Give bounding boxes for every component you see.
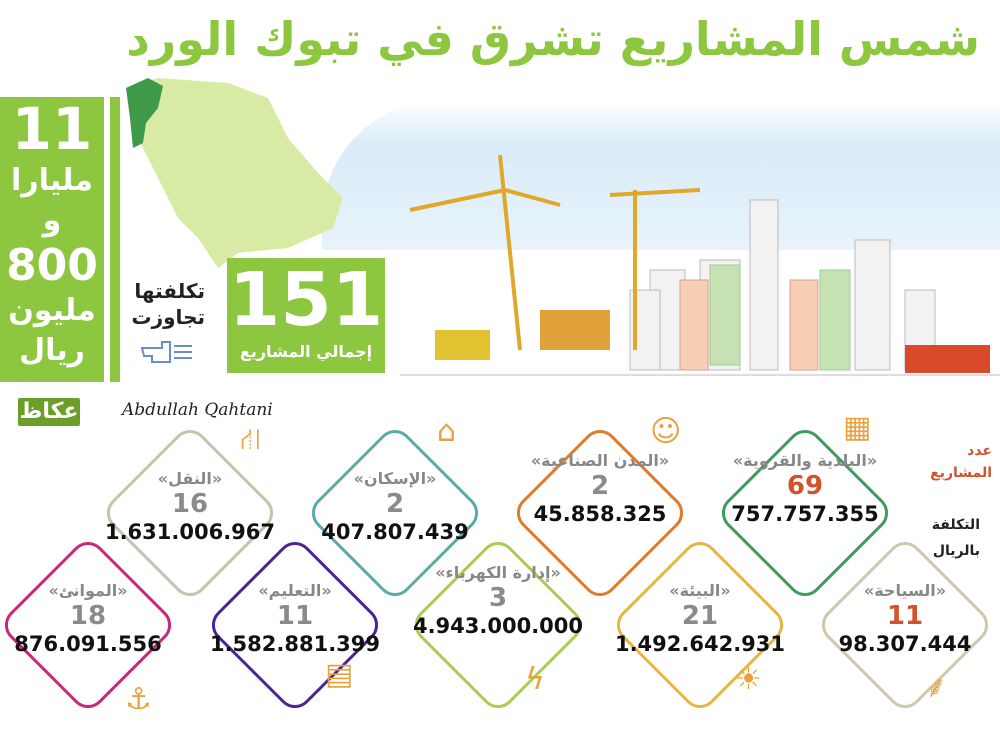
sector-label: «الإسكان» [353,469,437,488]
sector-count: 11 [276,601,314,631]
lightning-icon: ϟ [525,662,545,697]
sector-card: «الموانئ» 18 876.091.556 [0,563,178,657]
road-icon: ⛙ [240,422,262,457]
sector-count: 18 [69,601,107,631]
legend-cost-line2: بالريال [932,543,980,559]
sector-card: «المدن الصناعية» 2 45.858.325 [510,451,690,527]
cost-and: و [42,203,62,238]
exceeded-line2: تجاوزت [131,305,205,329]
okaz-logo: عكاظ [18,398,80,426]
sector-count: 2 [590,471,610,501]
sector-label: «النقل» [157,469,223,488]
sector-label: «المدن الصناعية» [530,451,670,470]
house-icon: ⌂ [437,414,457,449]
sector-cost: 407.807.439 [321,520,469,544]
pointing-hand-icon [140,341,192,363]
city-construction-illustration [400,154,1000,376]
road-roller [435,330,490,360]
sector-count: 2 [385,489,405,519]
sector-card: «السياحة» 11 98.307.444 [815,563,995,657]
sector-label: «البلدية والقروية» [732,451,878,470]
tabuk-region [126,78,163,148]
cost-billions: 11 [11,95,93,163]
sector-cost: 45.858.325 [533,502,667,526]
cost-billions-unit: مليارا [11,163,93,198]
sector-label: «الموانئ» [48,581,128,600]
sky-background [322,100,1000,250]
sector-card: «البيئة» 21 1.492.642.931 [610,563,790,657]
anchor-icon: ⚓ [125,682,152,717]
page-title: شمس المشاريع تشرق في تبوك الورد [126,12,980,66]
building-icon: ▦ [843,410,872,445]
sector-count: 3 [488,583,508,613]
legend-count: عدد المشاريع [930,440,992,484]
book-icon: ▤ [325,657,354,692]
palm-icon: ⸙ [925,670,948,705]
engineer-icon: ☺ [650,414,682,449]
sector-card: «البلدية والقروية» 69 757.757.355 [715,451,895,527]
truck [905,345,990,373]
sector-cost: 4.943.000.000 [412,614,584,638]
total-cost-panel: 11 مليارا و 800 مليون ريال [0,97,104,382]
total-projects-value: 151 [228,257,384,343]
sector-count: 11 [886,601,924,631]
exceeded-label: تكلفتها تجاوزت [120,278,205,330]
exceeded-line1: تكلفتها [134,279,205,303]
sector-label: «السياحة» [863,581,947,600]
legend-count-line2: المشاريع [930,465,992,481]
sector-count: 16 [171,489,209,519]
sector-label: «إدارة الكهرباء» [435,563,561,582]
sector-cost: 876.091.556 [14,632,162,656]
saudi-map [126,78,343,268]
sector-cost: 1.492.642.931 [614,632,786,656]
sector-card: «التعليم» 11 1.582.881.399 [205,563,385,657]
sector-cost: 1.631.006.967 [104,520,276,544]
field-sun-icon: ☀ [735,662,762,697]
legend-cost-line1: التكلفة [931,517,980,533]
cost-millions: 800 [6,240,98,291]
sector-label: «البيئة» [669,581,731,600]
sector-cost: 1.582.881.399 [209,632,381,656]
sector-card: «إدارة الكهرباء» 3 4.943.000.000 [408,563,588,639]
sector-count: 21 [681,601,719,631]
cost-panel-bar [110,97,120,382]
sector-card: «الإسكان» 2 407.807.439 [305,451,485,545]
dump-truck [540,310,610,350]
legend-count-line1: عدد [967,443,992,459]
artist-signature: Abdullah Qahtani [122,400,273,420]
cost-millions-unit: مليون [8,293,96,328]
sector-cost: 98.307.444 [838,632,972,656]
total-projects-label: إجمالي المشاريع [239,342,373,361]
sector-cost: 757.757.355 [731,502,879,526]
sector-label: «التعليم» [258,581,332,600]
cost-currency: ريال [19,333,85,368]
sector-count: 69 [786,471,824,501]
legend-cost: التكلفة بالريال [932,512,980,564]
total-projects-box: 151 إجمالي المشاريع [227,258,385,373]
sector-card: «النقل» 16 1.631.006.967 [100,451,280,545]
